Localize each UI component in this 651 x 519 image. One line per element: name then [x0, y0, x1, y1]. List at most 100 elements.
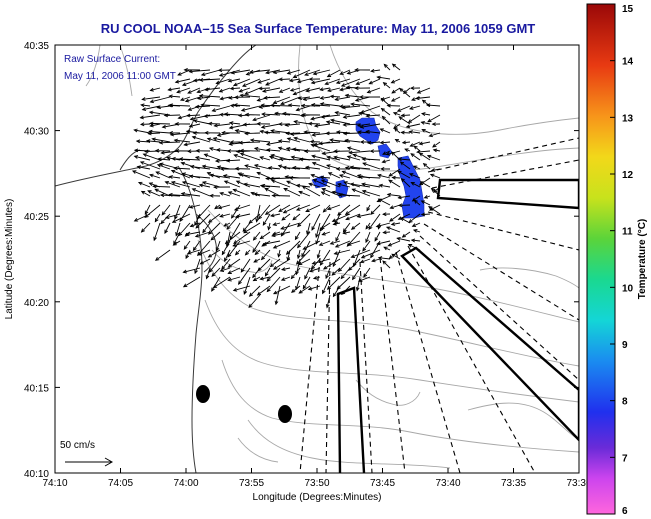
current-vector-head [228, 95, 233, 100]
current-vector-head [137, 181, 143, 186]
current-vector-head [298, 157, 304, 162]
current-vector-head [224, 240, 230, 245]
current-vector-head [256, 291, 262, 296]
current-vector [181, 193, 201, 197]
current-vector [325, 267, 331, 279]
current-vector [393, 123, 401, 129]
current-vector [299, 158, 321, 161]
current-vector-head [243, 182, 248, 187]
current-vector-head [420, 112, 426, 116]
current-vector [322, 276, 331, 294]
current-vector-head [133, 155, 139, 159]
current-vector [378, 198, 391, 206]
current-vector-head [218, 88, 224, 93]
current-vector-head [297, 244, 301, 249]
current-vector [348, 258, 361, 271]
current-vector-head [321, 231, 326, 236]
current-vector-head [233, 103, 238, 108]
current-vector-head [307, 286, 313, 291]
current-vector-head [385, 151, 391, 156]
current-vector-head [244, 131, 249, 136]
current-vector [265, 267, 271, 277]
current-vector [392, 63, 401, 71]
current-vector-head [188, 174, 194, 179]
current-vector [362, 190, 381, 197]
current-vector-head [397, 195, 402, 200]
current-vector-head [308, 77, 313, 82]
current-vector-head [398, 87, 404, 92]
station-marker [278, 405, 292, 423]
current-vector [320, 176, 331, 179]
current-vector-head [425, 103, 431, 108]
current-vector [368, 213, 381, 230]
current-vector-head [352, 275, 356, 281]
current-vector [297, 231, 311, 248]
current-vector-head [207, 219, 213, 224]
current-vector-head [231, 214, 235, 219]
current-vector-head [261, 89, 267, 93]
current-vector-head [288, 175, 294, 180]
current-vector [326, 294, 331, 308]
current-vector-head [326, 155, 331, 160]
current-vector [398, 158, 411, 161]
current-vector [319, 249, 331, 266]
current-vector-head [298, 289, 303, 294]
current-vector [291, 267, 301, 279]
current-vector-head [214, 205, 219, 210]
current-vector [413, 145, 421, 152]
current-vector-head [277, 139, 283, 144]
current-vector-head [211, 287, 215, 292]
current-vector-head [141, 97, 146, 101]
current-vector-head [401, 140, 407, 145]
current-vector-head [145, 139, 151, 143]
current-vector-head [149, 173, 154, 178]
current-vector [233, 78, 251, 86]
current-vector [391, 87, 401, 94]
current-vector-head [280, 267, 286, 271]
current-vector [265, 78, 281, 86]
current-vector-head [389, 217, 394, 222]
current-vector-head [253, 146, 259, 151]
current-vector [365, 231, 371, 243]
colorbar-tick-label: 7 [622, 453, 628, 464]
current-vector-head [355, 286, 360, 292]
current-vector-head [233, 240, 238, 245]
current-vector [298, 96, 311, 99]
current-vector-head [198, 183, 204, 188]
current-vector [414, 200, 421, 206]
current-vector-head [400, 177, 405, 183]
current-vector [244, 165, 261, 170]
current-vector-head [379, 128, 384, 132]
current-vector-head [359, 140, 365, 144]
current-vector [183, 240, 191, 250]
current-vector [347, 240, 361, 246]
current-vector [161, 204, 171, 216]
current-vector-head [430, 187, 436, 192]
current-vector-head [183, 67, 188, 72]
current-vector-head [238, 88, 243, 93]
current-vector-head [312, 179, 318, 183]
current-vector [245, 249, 251, 256]
current-vector [334, 156, 351, 161]
current-vector-head [243, 290, 248, 295]
current-vector-head [241, 83, 247, 87]
current-vector [264, 96, 281, 99]
current-vector [345, 213, 361, 220]
x-tick-label: 73:45 [370, 478, 395, 489]
current-vector-head [154, 148, 160, 153]
current-vector-head [338, 104, 344, 109]
x-tick-label: 73:50 [304, 478, 329, 489]
current-vector [134, 129, 151, 134]
current-vector [371, 69, 381, 72]
current-vector-head [343, 181, 348, 185]
current-vector [320, 103, 341, 107]
current-vector-head [184, 98, 190, 103]
current-vector-head [249, 138, 255, 143]
current-vector [311, 213, 321, 231]
current-vector [197, 96, 211, 100]
current-vector [208, 249, 221, 258]
current-vector [143, 153, 161, 161]
current-vector-head [278, 208, 283, 213]
current-vector-head [260, 125, 266, 129]
current-vector [243, 276, 251, 295]
